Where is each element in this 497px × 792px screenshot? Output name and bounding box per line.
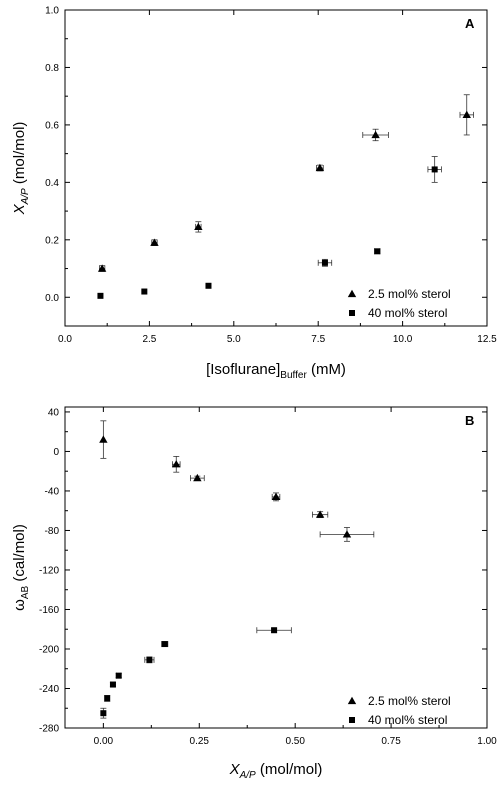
legend-marker: [349, 310, 355, 316]
x-tick-label: 0.25: [190, 736, 210, 747]
x-axis-title: XA/P (mol/mol): [229, 761, 323, 781]
series-triangles: [97, 94, 474, 272]
data-point: [109, 681, 116, 688]
x-axis-title: [Isoflurane]Buffer (mM): [206, 361, 346, 381]
x-tick-label: 10.0: [393, 334, 413, 345]
data-point: [431, 166, 438, 173]
data-point: [315, 163, 325, 172]
y-tick-label: -200: [39, 644, 59, 655]
x-axis-title-sub: Buffer: [280, 370, 307, 381]
y-tick-label: -280: [39, 724, 59, 735]
data-point: [161, 641, 168, 648]
y-axis-title-tail: (cal/mol): [11, 524, 28, 586]
x-axis-title-tail: (mM): [307, 361, 346, 378]
x-tick-label: 5.0: [227, 334, 241, 345]
legend-label: 2.5 mol% sterol: [368, 694, 451, 708]
y-tick-label: -240: [39, 684, 59, 695]
series-squares: [97, 156, 442, 299]
y-axis-title: XA/P (mol/mol): [11, 122, 31, 216]
x-tick-label: 0.00: [94, 736, 114, 747]
x-tick-label: 0.75: [381, 736, 401, 747]
y-tick-label: 1.0: [45, 6, 59, 17]
data-point: [104, 695, 111, 702]
legend-marker: [347, 289, 357, 298]
y-axis-title-sub: AB: [20, 585, 31, 599]
y-tick-label: 0.6: [45, 120, 59, 131]
panel-a: 0.0 2.5 5.0 7.5 10.0 12.5 0.0 0.2 0.4 0.6 0.8 1.0 A […: [11, 6, 497, 382]
x-axis-title-tail: (mol/mol): [256, 761, 323, 778]
data-point: [371, 130, 380, 139]
data-point: [205, 282, 212, 289]
data-point: [271, 627, 278, 634]
data-point: [99, 435, 108, 443]
y-tick-label: -160: [39, 605, 59, 616]
x-tick-label: 2.5: [142, 334, 156, 345]
x-tick-label: 12.5: [477, 334, 497, 345]
data-point: [141, 288, 148, 295]
legend-label: 40 mol% sterol: [368, 306, 447, 320]
y-tick-label: 0.0: [45, 293, 59, 304]
panel-label: A: [465, 16, 475, 31]
x-tick-label: 0.0: [58, 334, 72, 345]
y-tick-label: -40: [45, 486, 60, 497]
x-tick-label: 7.5: [311, 334, 325, 345]
y-tick-label: -120: [39, 565, 59, 576]
data-point: [97, 264, 107, 272]
data-point: [194, 222, 203, 231]
data-point: [97, 292, 104, 299]
y-axis-title: ωAB (cal/mol): [11, 524, 31, 611]
data-point: [321, 259, 328, 266]
y-axis-title-sub: A/P: [20, 188, 31, 205]
y-tick-label: 0.8: [45, 63, 59, 74]
legend-label: 2.5 mol% sterol: [368, 287, 451, 301]
plot-frame: [64, 9, 488, 327]
panel-label: B: [465, 413, 474, 428]
data-point: [146, 656, 153, 663]
x-tick-label: 1.00: [477, 736, 497, 747]
data-point: [115, 672, 122, 679]
y-axis-title-main: X: [11, 203, 28, 215]
x-axis-title-main: X: [229, 761, 241, 778]
y-axis-title-main: ω: [11, 599, 28, 611]
y-tick-label: 0: [53, 447, 59, 458]
legend-marker: [347, 696, 357, 705]
y-axis-title-tail: (mol/mol): [11, 122, 28, 189]
data-point: [271, 492, 281, 501]
y-tick-label: 0.2: [45, 235, 59, 246]
legend-marker: [349, 717, 355, 723]
data-point: [172, 460, 181, 468]
x-axis-title-sub: A/P: [239, 770, 256, 781]
series-triangles: [99, 420, 375, 542]
data-point: [374, 248, 381, 255]
data-point: [150, 238, 159, 246]
legend-label: 40 mol% sterol: [368, 713, 447, 727]
data-point: [193, 473, 202, 482]
y-tick-label: 0.4: [45, 178, 59, 189]
data-point: [315, 510, 325, 518]
data-point: [342, 530, 352, 538]
y-tick-label: 40: [48, 407, 60, 418]
data-point: [462, 110, 471, 119]
x-tick-label: 0.50: [285, 736, 305, 747]
x-axis-title-main: [Isoflurane]: [206, 361, 280, 378]
data-point: [100, 710, 107, 717]
panel-b: 0.00 0.25 0.50 0.75 1.00 -280 -240 -200 -160 -120…: [11, 406, 497, 781]
series-squares: [100, 627, 292, 719]
plot-frame: [64, 406, 488, 729]
y-tick-label: -80: [45, 526, 60, 537]
